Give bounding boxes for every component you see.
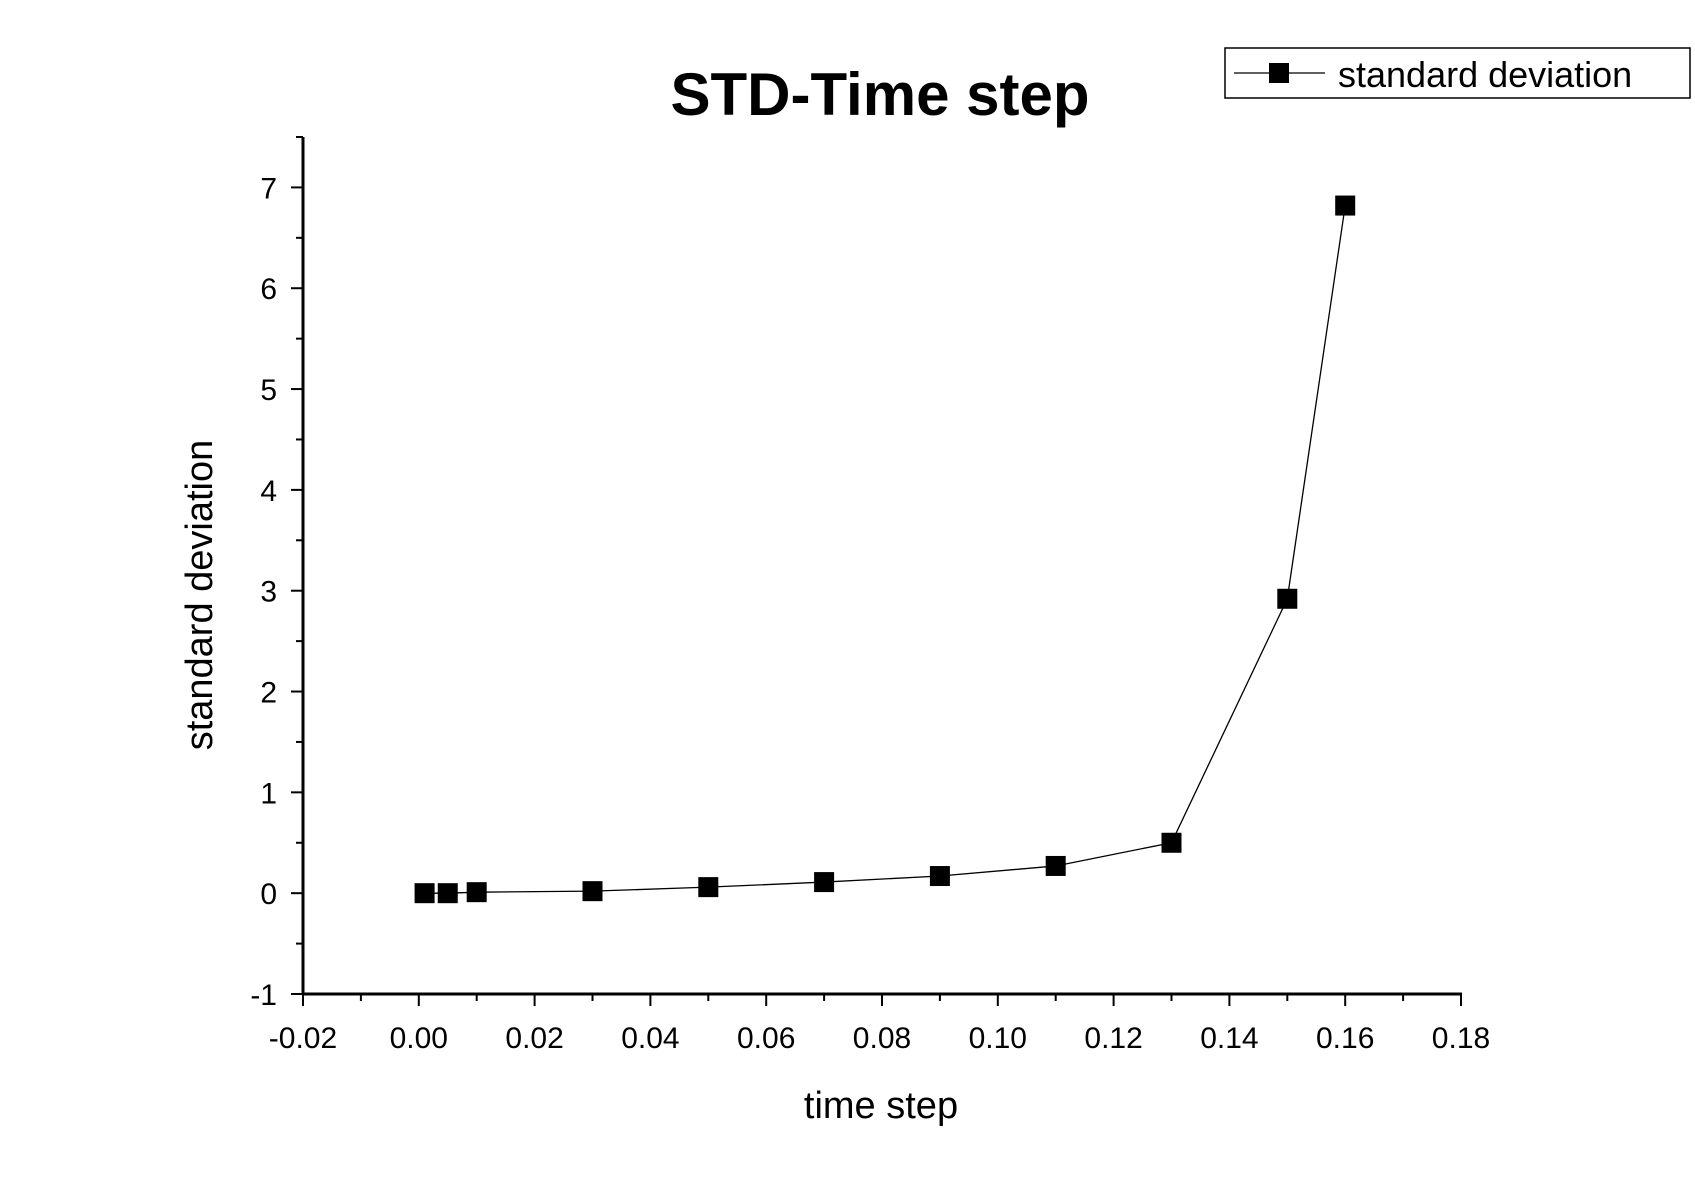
y-tick-label: 4 — [260, 475, 277, 508]
y-tick-label: 1 — [260, 777, 277, 810]
y-tick-label: 0 — [260, 878, 277, 911]
chart-title: STD-Time step — [671, 61, 1090, 128]
data-point — [929, 866, 950, 887]
legend-marker — [1269, 63, 1289, 83]
data-point — [1161, 832, 1182, 853]
x-axis-label: time step — [804, 1085, 958, 1127]
x-tick-label: 0.18 — [1432, 1022, 1490, 1055]
legend: standard deviation — [1224, 47, 1691, 99]
data-point — [814, 872, 835, 893]
x-tick-label: 0.04 — [621, 1022, 679, 1055]
data-point — [1277, 588, 1298, 609]
x-tick-label: 0.08 — [853, 1022, 911, 1055]
y-tick-label: 3 — [260, 576, 277, 609]
x-tick-label: 0.00 — [390, 1022, 448, 1055]
legend-label: standard deviation — [1338, 54, 1632, 95]
x-tick-label: 0.06 — [737, 1022, 795, 1055]
y-tick-label: 5 — [260, 374, 277, 407]
x-ticks: -0.02 0.00 0.02 0.04 0.06 0.08 0.10 0.12 0.14 0.1… — [269, 994, 1490, 1055]
y-tick-label: 6 — [260, 273, 277, 306]
y-tick-label: -1 — [250, 979, 277, 1012]
y-tick-label: 2 — [260, 677, 277, 710]
data-point — [1335, 195, 1356, 216]
x-tick-label: 0.12 — [1084, 1022, 1142, 1055]
series-line — [424, 205, 1346, 894]
data-point — [1045, 855, 1066, 876]
x-tick-label: 0.16 — [1316, 1022, 1374, 1055]
x-tick-label: -0.02 — [269, 1022, 337, 1055]
plot-area — [414, 195, 1356, 904]
data-point — [698, 877, 719, 898]
data-point — [414, 883, 435, 904]
y-axis-label: standard deviation — [179, 440, 221, 751]
x-tick-label: 0.10 — [969, 1022, 1027, 1055]
x-tick-label: 0.14 — [1200, 1022, 1258, 1055]
data-point — [582, 881, 603, 902]
y-tick-label: 7 — [260, 172, 277, 205]
y-ticks: -1 0 1 2 3 4 5 6 7 — [250, 136, 303, 1012]
data-point — [437, 883, 458, 904]
data-point — [466, 882, 487, 903]
x-tick-label: 0.02 — [505, 1022, 563, 1055]
